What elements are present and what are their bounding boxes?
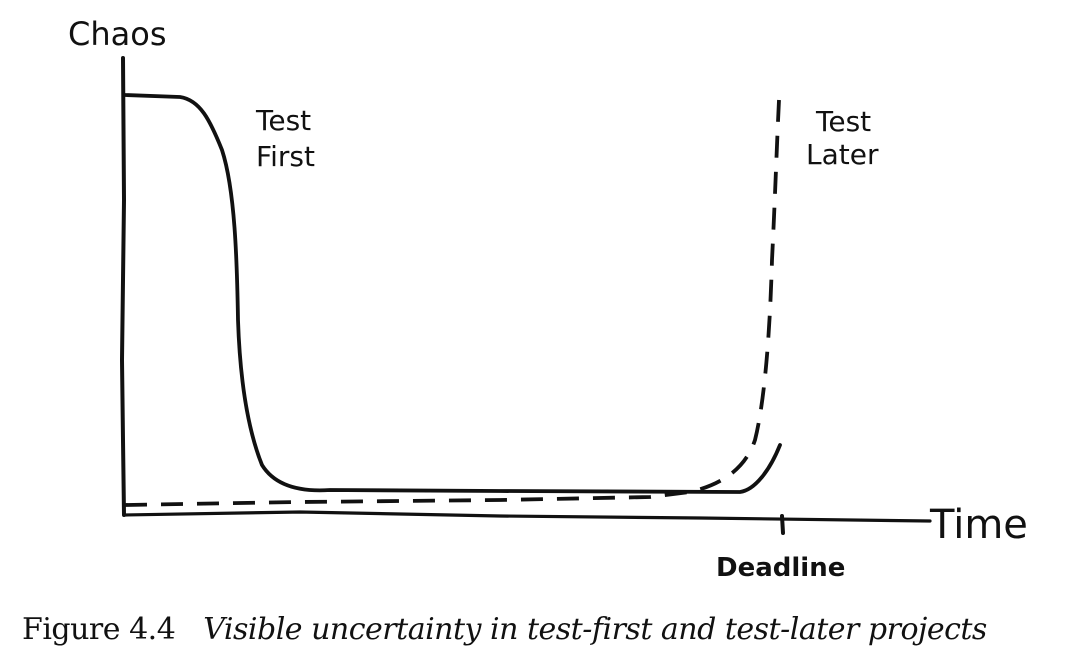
deadline-label: Deadline <box>716 553 845 583</box>
chart-canvas: Chaos Test First Test Later Time Deadlin… <box>68 15 1028 583</box>
x-axis <box>122 510 932 523</box>
y-axis-label: Chaos <box>68 15 166 53</box>
x-axis-label: Time <box>929 502 1028 548</box>
figure-caption: Figure 4.4 Visible uncertainty in test-fi… <box>22 612 1082 647</box>
test-later-label-line1: Test <box>815 105 871 138</box>
test-first-label-line1: Test <box>255 104 311 137</box>
caption-text: Visible uncertainty in test-first and te… <box>203 612 987 647</box>
test-first-label-line2: First <box>256 140 315 173</box>
test-later-label-line2: Later <box>806 138 879 171</box>
series-test-later <box>124 99 781 507</box>
y-axis <box>119 56 127 517</box>
series-test-first <box>123 93 782 494</box>
caption-number: Figure 4.4 <box>22 612 176 647</box>
deadline-tick <box>780 514 785 535</box>
